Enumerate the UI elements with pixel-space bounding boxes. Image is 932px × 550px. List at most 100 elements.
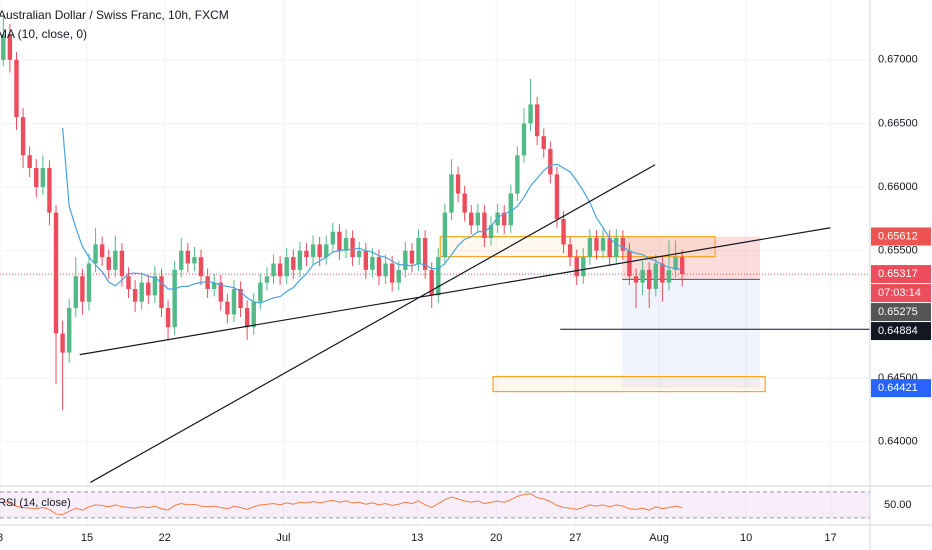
target-zone (622, 279, 760, 389)
rsi-band-fill (0, 491, 870, 518)
x-tick-label: Jul (276, 532, 290, 544)
candle-body (469, 212, 474, 226)
x-tick-label: 17 (824, 532, 836, 544)
candle-body (673, 257, 678, 270)
candle-body (462, 193, 467, 213)
candle-body (34, 168, 39, 188)
candle-body (1, 34, 6, 60)
candle-body (488, 225, 494, 239)
candle-body (521, 123, 527, 156)
y-tick-label: 0.66000 (878, 181, 918, 193)
y-tick-label: 0.66500 (878, 117, 918, 129)
candle-body (244, 308, 250, 328)
chart-title: Australian Dollar / Swiss Franc, 10h, FX… (0, 8, 229, 22)
candle-body (86, 263, 92, 302)
candle-body (238, 288, 243, 309)
candle-body (416, 238, 421, 264)
candle-body (93, 244, 98, 264)
candle-body (370, 257, 375, 270)
price-label-bg (871, 227, 931, 246)
candle-body (653, 263, 658, 289)
candle-body (284, 257, 289, 277)
axes: 8 15 22 Jul 13 20 27 Aug 10 17 0.67000 0.66500 0.660… (0, 54, 931, 544)
candle-body (159, 276, 164, 309)
zone (492, 375, 766, 393)
candle-body (620, 238, 626, 251)
x-tick-label: 20 (490, 532, 502, 544)
candle-body (310, 244, 316, 258)
candle-body (324, 244, 329, 258)
candle-body (455, 174, 461, 194)
candle-body (277, 263, 283, 277)
candles (1, 15, 685, 410)
candle-body (660, 263, 665, 283)
candle-body (502, 212, 507, 226)
y-tick-label: 0.65500 (878, 245, 918, 257)
candle-body (567, 244, 573, 258)
candle-body (152, 276, 158, 296)
price-label-bg (871, 322, 931, 341)
candle-body (594, 238, 599, 251)
x-tick-label: 8 (0, 532, 3, 544)
candle-body (614, 238, 619, 258)
candle-body (212, 282, 217, 289)
candle-body (185, 250, 191, 264)
candle-body (192, 257, 197, 264)
candle-body (389, 263, 395, 283)
candle-body (126, 276, 131, 289)
candle-body (541, 136, 546, 149)
trend-line (90, 164, 656, 483)
candle-body (106, 257, 111, 270)
candle-body (647, 269, 652, 289)
price-label-bg (871, 265, 931, 284)
drawings (0, 236, 870, 393)
candle-body (205, 276, 210, 289)
candle-body (251, 301, 256, 328)
candle-body (99, 244, 105, 258)
candle-body (297, 250, 303, 270)
candle-body (449, 174, 454, 213)
candle-body (600, 238, 606, 251)
x-tick-label: Aug (649, 532, 669, 544)
candle-body (113, 250, 118, 270)
candle-body (383, 263, 388, 277)
candle-body (363, 250, 368, 270)
countdown-bg (871, 284, 931, 303)
candle-body (7, 34, 13, 60)
candle-body (666, 269, 672, 283)
candle-body (508, 193, 513, 226)
candle-body (422, 238, 428, 270)
candle-body (607, 238, 612, 258)
x-tick-label: 15 (81, 532, 93, 544)
candle-body (146, 282, 151, 296)
candle-body (554, 174, 560, 219)
candle-body (80, 276, 85, 302)
candle-body (218, 282, 223, 302)
price-label-bg (871, 303, 931, 322)
rsi-line (3, 493, 683, 516)
y-tick-label: 0.64000 (878, 436, 918, 448)
candle-body (258, 282, 263, 302)
candle-body (627, 250, 632, 277)
candle-body (376, 257, 382, 277)
candle-body (198, 257, 204, 277)
candle-body (429, 269, 434, 296)
candle-body (304, 250, 309, 258)
candle-body (350, 238, 355, 258)
candle-body (165, 308, 171, 328)
candle-body (561, 218, 566, 245)
price-label: 0.64884 (878, 325, 918, 337)
candle-body (581, 257, 586, 277)
candle-body (528, 104, 533, 124)
price-label: 0.64421 (878, 382, 918, 394)
x-tick-label: 13 (411, 532, 423, 544)
candle-body (40, 168, 46, 188)
rsi-label: RSI (14, close) (0, 497, 71, 509)
candle-body (475, 212, 481, 226)
countdown: 07:03:14 (878, 287, 921, 299)
candle-body (67, 308, 72, 353)
candle-body (330, 231, 336, 245)
candle-body (73, 276, 78, 309)
